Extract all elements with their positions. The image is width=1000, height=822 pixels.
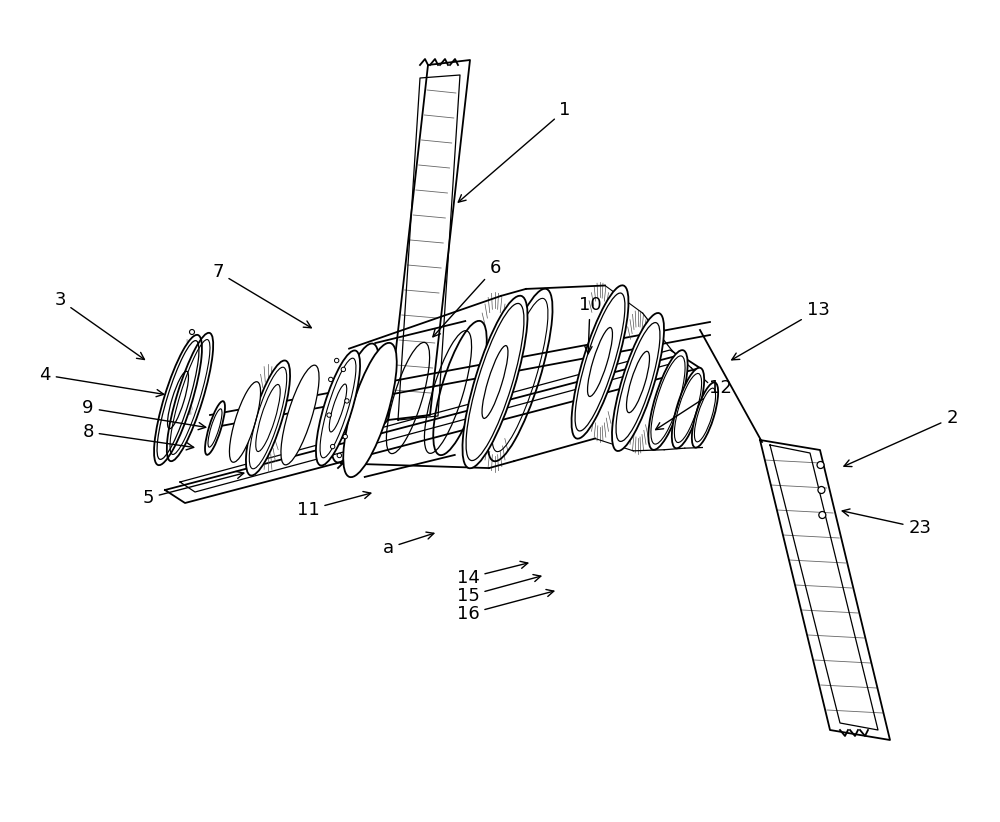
Ellipse shape bbox=[316, 350, 360, 465]
Ellipse shape bbox=[692, 382, 718, 448]
Circle shape bbox=[337, 453, 342, 458]
Text: 8: 8 bbox=[82, 423, 194, 450]
Text: 15: 15 bbox=[457, 575, 541, 605]
Text: 23: 23 bbox=[842, 509, 932, 537]
Text: 2: 2 bbox=[844, 409, 958, 467]
Text: 13: 13 bbox=[732, 301, 829, 360]
Text: 6: 6 bbox=[433, 259, 501, 337]
Circle shape bbox=[334, 358, 339, 363]
Circle shape bbox=[345, 399, 349, 403]
Circle shape bbox=[818, 487, 825, 493]
Text: 5: 5 bbox=[142, 471, 244, 507]
Text: 16: 16 bbox=[457, 589, 554, 623]
Ellipse shape bbox=[612, 313, 664, 451]
Text: 1: 1 bbox=[458, 101, 571, 202]
Ellipse shape bbox=[672, 367, 704, 448]
Text: 14: 14 bbox=[457, 561, 528, 587]
Text: 3: 3 bbox=[54, 291, 144, 359]
Text: 11: 11 bbox=[297, 492, 371, 519]
Ellipse shape bbox=[572, 285, 628, 439]
Ellipse shape bbox=[343, 343, 397, 477]
Ellipse shape bbox=[205, 401, 225, 455]
Ellipse shape bbox=[154, 335, 202, 465]
Ellipse shape bbox=[462, 296, 528, 469]
Circle shape bbox=[329, 377, 333, 381]
Text: 10: 10 bbox=[579, 296, 601, 353]
Circle shape bbox=[190, 330, 194, 335]
Ellipse shape bbox=[246, 361, 290, 475]
Ellipse shape bbox=[281, 365, 319, 465]
Text: 12: 12 bbox=[656, 379, 731, 430]
Circle shape bbox=[819, 511, 826, 519]
Ellipse shape bbox=[648, 350, 688, 450]
Circle shape bbox=[343, 434, 347, 439]
Ellipse shape bbox=[229, 381, 261, 462]
Circle shape bbox=[817, 461, 824, 469]
Text: 9: 9 bbox=[82, 399, 206, 430]
Text: 7: 7 bbox=[212, 263, 311, 328]
Text: 4: 4 bbox=[39, 366, 164, 397]
Circle shape bbox=[330, 445, 335, 449]
Circle shape bbox=[341, 367, 346, 372]
Text: a: a bbox=[382, 532, 434, 557]
Circle shape bbox=[327, 413, 331, 418]
